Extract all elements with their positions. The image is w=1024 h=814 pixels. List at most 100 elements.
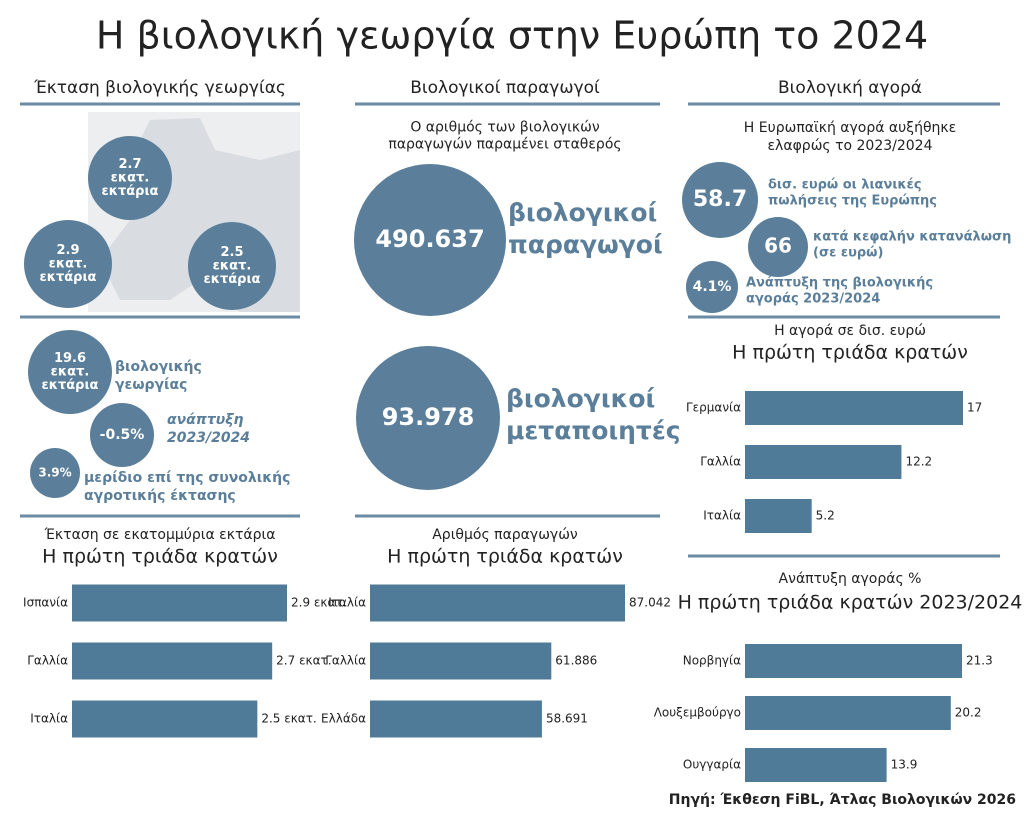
- chart-title: Η πρώτη τριάδα κρατών: [42, 546, 278, 568]
- stat-bubble: [88, 136, 172, 220]
- intro-text: ελαφρώς το 2023/2024: [767, 138, 932, 154]
- column-heading: Βιολογικοί παραγωγοί: [410, 78, 600, 98]
- stat-text: βιολογικοί: [506, 384, 655, 413]
- stat-text: ανάπτυξη: [167, 412, 244, 428]
- column-heading: Έκταση βιολογικής γεωργίας: [33, 78, 286, 98]
- bubble-text: εκτάρια: [203, 272, 260, 287]
- column-heading: Βιολογική αγορά: [778, 78, 922, 98]
- value-label: 20.2: [955, 706, 982, 720]
- bar: [370, 642, 552, 680]
- bar: [745, 499, 812, 533]
- bar: [745, 748, 887, 782]
- stat-bubble: [686, 261, 738, 313]
- bubble-text: εκατ.: [51, 365, 90, 380]
- bar: [370, 584, 625, 622]
- bar: [745, 391, 963, 425]
- category-label: Ιταλία: [703, 509, 741, 523]
- bar: [745, 445, 902, 479]
- value-label: 87.042: [629, 596, 671, 610]
- bubble-text: 2.7: [118, 157, 141, 172]
- intro-text: Ο αριθμός των βιολογικών: [410, 120, 600, 136]
- bubble-text: 490.637: [375, 225, 484, 253]
- stat-text: βιολογικοί: [508, 198, 657, 227]
- stat-text: παραγωγοί: [508, 230, 663, 259]
- bubble-text: εκατ.: [49, 257, 88, 272]
- value-label: 2.5 εκατ.: [261, 712, 316, 726]
- chart-title: Η πρώτη τριάδα κρατών: [387, 546, 623, 568]
- value-label: 21.3: [966, 654, 993, 668]
- bubble-text: 4.1%: [693, 279, 732, 295]
- chart-title: Η πρώτη τριάδα κρατών: [732, 342, 968, 364]
- bubble-text: 2.5: [220, 245, 243, 260]
- bubble-text: 66: [764, 234, 792, 258]
- stat-text: μερίδιο επί της συνολικής: [84, 470, 290, 486]
- category-label: Γαλλία: [27, 654, 68, 668]
- bar: [745, 644, 962, 678]
- stat-bubble: [30, 448, 80, 498]
- stat-text: 2023/2024: [167, 430, 250, 446]
- value-label: 2.7 εκατ.: [276, 654, 331, 668]
- bar: [72, 584, 287, 622]
- stat-bubble: [90, 403, 154, 467]
- category-label: Ελλάδα: [321, 712, 366, 726]
- value-label: 2.9 εκατ.: [291, 596, 346, 610]
- chart-subtitle: Ανάπτυξη αγοράς %: [779, 571, 922, 587]
- bubble-text: εκατ.: [213, 259, 252, 274]
- intro-text: Η Ευρωπαϊκή αγορά αυξήθηκε: [744, 120, 956, 136]
- stat-text: βιολογικής: [115, 359, 202, 375]
- chart-title: Η πρώτη τριάδα κρατών 2023/2024: [678, 592, 1023, 614]
- chart-subtitle: Έκταση σε εκατομμύρια εκτάρια: [43, 527, 275, 543]
- stat-bubble: [188, 222, 276, 310]
- bubble-text: -0.5%: [100, 427, 145, 443]
- category-label: Γαλλία: [325, 654, 366, 668]
- category-label: Ισπανία: [23, 596, 68, 610]
- category-label: Νορβηγία: [683, 654, 741, 668]
- bar: [72, 700, 258, 738]
- bubble-text: 58.7: [693, 187, 747, 212]
- category-label: Γαλλία: [700, 455, 741, 469]
- value-label: 13.9: [891, 758, 918, 772]
- main-title: Η βιολογική γεωργία στην Ευρώπη το 2024: [96, 14, 928, 58]
- category-label: Ιταλία: [30, 712, 68, 726]
- stat-text: (σε ευρώ): [813, 246, 883, 261]
- value-label: 12.2: [905, 455, 932, 469]
- chart-subtitle: Αριθμός παραγωγών: [432, 527, 578, 543]
- bubble-text: εκατ.: [111, 171, 150, 186]
- category-label: Ουγγαρία: [683, 758, 741, 772]
- bubble-text: εκτάρια: [41, 378, 98, 393]
- bubble-text: 93.978: [382, 403, 475, 431]
- stat-bubble: [24, 220, 112, 308]
- stat-text: Ανάπτυξη της βιολογικής: [746, 276, 933, 291]
- stat-bubble: [356, 346, 500, 490]
- bar: [72, 642, 273, 680]
- stat-text: γεωργίας: [115, 377, 187, 393]
- stat-bubble: [354, 164, 506, 316]
- bar: [370, 700, 542, 738]
- stat-text: δισ. ευρώ οι λιανικές: [768, 178, 922, 193]
- stat-bubble: [682, 162, 758, 238]
- stat-text: πωλήσεις της Ευρώπης: [768, 194, 937, 209]
- stat-text: κατά κεφαλήν κατανάλωση: [813, 230, 1011, 245]
- category-label: Γερμανία: [686, 401, 741, 415]
- bubble-text: 2.9: [56, 243, 79, 258]
- bubble-text: εκτάρια: [101, 184, 158, 199]
- value-label: 61.886: [555, 654, 597, 668]
- category-label: Λουξεμβούργο: [654, 706, 741, 720]
- stat-text: μεταποιητές: [506, 416, 681, 445]
- bubble-text: 3.9%: [38, 466, 71, 480]
- value-label: 17: [967, 401, 982, 415]
- source: Πηγή: Έκθεση FiBL, Άτλας Βιολογικών 2026: [669, 792, 1016, 808]
- bubble-text: εκτάρια: [39, 270, 96, 285]
- stat-bubble: [28, 330, 112, 414]
- bar: [745, 696, 951, 730]
- stat-text: αγοράς 2023/2024: [746, 292, 880, 307]
- value-label: 58.691: [546, 712, 588, 726]
- value-label: 5.2: [816, 509, 835, 523]
- category-label: Ιταλία: [328, 596, 366, 610]
- stat-bubble: [748, 217, 808, 277]
- chart-subtitle: Η αγορά σε δισ. ευρώ: [774, 323, 926, 339]
- stat-text: αγροτικής έκτασης: [84, 488, 236, 504]
- bubble-text: 19.6: [54, 351, 86, 366]
- intro-text: παραγωγών παραμένει σταθερός: [388, 137, 621, 153]
